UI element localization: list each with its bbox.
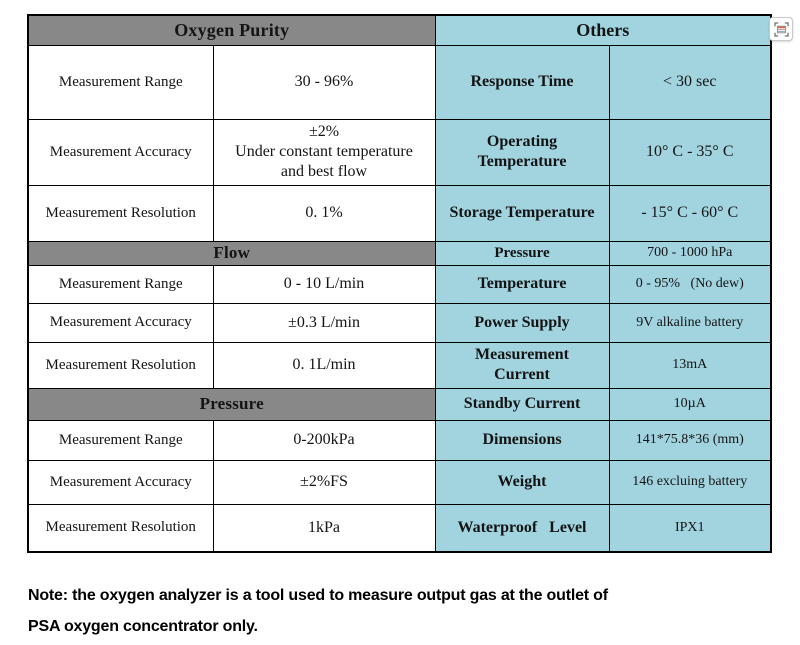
table-row: Measurement Range 0 - 10 L/min Temperatu…	[27, 264, 772, 304]
right-value-cell: 0 - 95% (No dew)	[608, 264, 772, 304]
section-header-pressure: Pressure	[27, 387, 436, 421]
left-value-cell: 0. 1%	[212, 184, 436, 242]
table-row: Measurement Range 0-200kPa Dimensions 14…	[27, 419, 772, 461]
section-header-others: Others	[434, 14, 772, 46]
table-row: Measurement Accuracy ±2%FS Weight 146 ex…	[27, 459, 772, 505]
right-value-cell: 146 excluing battery	[608, 459, 772, 505]
right-value-cell: 13mA	[608, 341, 772, 389]
right-value-cell: 10° C - 35° C	[608, 118, 772, 186]
left-label-cell: Measurement Resolution	[27, 184, 214, 242]
left-value-cell: 1kPa	[212, 503, 436, 553]
left-value-cell: 0-200kPa	[212, 419, 436, 461]
image-search-scan-icon	[773, 21, 789, 37]
table-row: Measurement Resolution 1kPa Waterproof L…	[27, 503, 772, 553]
section-header-flow: Flow	[27, 240, 436, 266]
right-label-cell: Standby Current	[434, 387, 610, 421]
right-label-cell: Response Time	[434, 44, 610, 120]
left-label-cell: Measurement Range	[27, 419, 214, 461]
left-label-cell: Measurement Accuracy	[27, 302, 214, 343]
right-value-cell: 700 - 1000 hPa	[608, 240, 772, 266]
right-label-cell: Waterproof Level	[434, 503, 610, 553]
table-row: Measurement Resolution 0. 1L/min Measure…	[27, 341, 772, 389]
right-label-cell: Dimensions	[434, 419, 610, 461]
right-label-cell: Temperature	[434, 264, 610, 304]
right-label-cell: Power Supply	[434, 302, 610, 343]
right-value-cell: 9V alkaline battery	[608, 302, 772, 343]
right-label-cell: Pressure	[434, 240, 610, 266]
right-label-cell: Storage Temperature	[434, 184, 610, 242]
right-value-cell: - 15° C - 60° C	[608, 184, 772, 242]
right-label-cell: Weight	[434, 459, 610, 505]
right-value-cell: < 30 sec	[608, 44, 772, 120]
image-search-button[interactable]	[769, 17, 793, 41]
spec-table: Oxygen Purity Others Measurement Range 3…	[27, 14, 772, 553]
right-value-cell: 10µA	[608, 387, 772, 421]
right-value-cell: 141*75.8*36 (mm)	[608, 419, 772, 461]
left-label-cell: Measurement Range	[27, 264, 214, 304]
left-label-cell: Measurement Resolution	[27, 341, 214, 389]
left-label-cell: Measurement Resolution	[27, 503, 214, 553]
table-row: Pressure Standby Current 10µA	[27, 387, 772, 421]
table-row: Measurement Range 30 - 96% Response Time…	[27, 44, 772, 120]
table-row: Oxygen Purity Others	[27, 14, 772, 46]
left-label-cell: Measurement Accuracy	[27, 459, 214, 505]
left-value-cell: ±2% Under constant temperature and best …	[212, 118, 436, 186]
right-value-cell: IPX1	[608, 503, 772, 553]
right-label-cell: Measurement Current	[434, 341, 610, 389]
left-label-cell: Measurement Range	[27, 44, 214, 120]
left-value-cell: 30 - 96%	[212, 44, 436, 120]
left-value-cell: ±2%FS	[212, 459, 436, 505]
left-value-cell: 0 - 10 L/min	[212, 264, 436, 304]
section-header-oxygen-purity: Oxygen Purity	[27, 14, 436, 46]
table-row: Flow Pressure 700 - 1000 hPa	[27, 240, 772, 266]
table-row: Measurement Accuracy ±2% Under constant …	[27, 118, 772, 186]
right-label-cell: Operating Temperature	[434, 118, 610, 186]
left-value-cell: ±0.3 L/min	[212, 302, 436, 343]
table-row: Measurement Resolution 0. 1% Storage Tem…	[27, 184, 772, 242]
left-value-cell: 0. 1L/min	[212, 341, 436, 389]
table-row: Measurement Accuracy ±0.3 L/min Power Su…	[27, 302, 772, 343]
left-label-cell: Measurement Accuracy	[27, 118, 214, 186]
note-text: Note: the oxygen analyzer is a tool used…	[28, 587, 608, 635]
